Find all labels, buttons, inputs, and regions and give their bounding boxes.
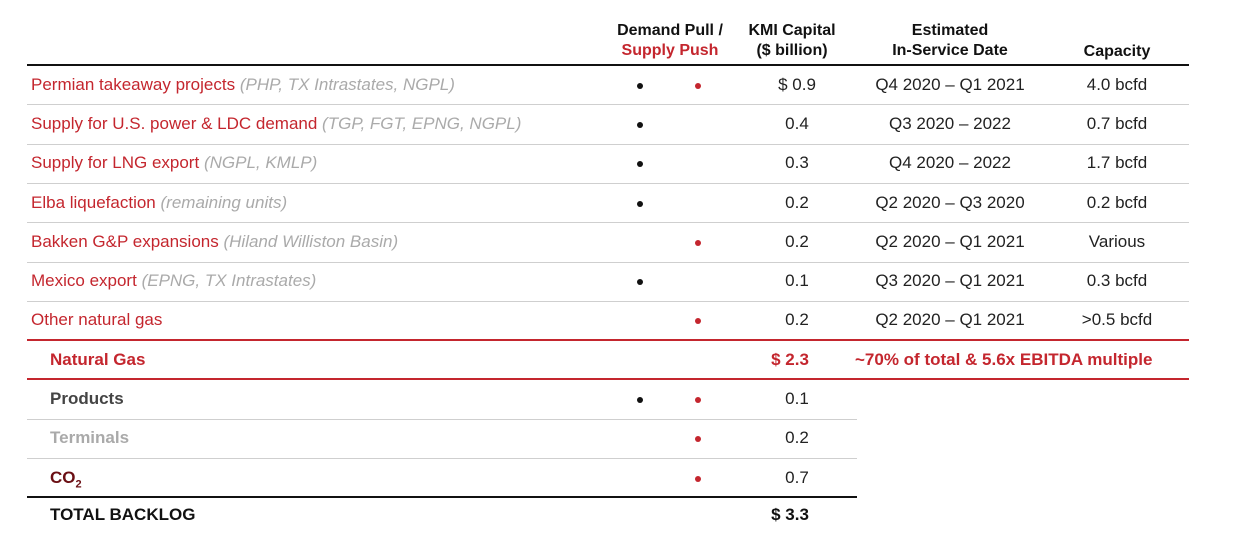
demand-pull-dot [637, 161, 643, 168]
segment-name: Products [50, 389, 124, 409]
project-detail: (remaining units) [160, 192, 288, 212]
supply-push-dot [695, 397, 701, 404]
project-label: Other natural gas [31, 310, 163, 330]
project-label: Mexico export [31, 271, 137, 291]
project-detail: (EPNG, TX Intrastates) [141, 271, 317, 291]
project-name: Bakken G&P expansions (Hiland Williston … [31, 232, 398, 252]
natural-gas-note: ~70% of total & 5.6x EBITDA multiple [855, 349, 1153, 369]
header-capital: KMI Capital ($ billion) [748, 22, 836, 59]
header-supply-push: Supply Push [621, 42, 719, 59]
in-service-date: Q3 2020 – 2022 [889, 113, 1011, 133]
capacity-value: 0.2 bcfd [1086, 192, 1148, 212]
project-detail: (Hiland Williston Basin) [223, 231, 399, 251]
natural-gas-label: Natural Gas [50, 349, 146, 369]
subtotal-bottom-rule [27, 378, 1189, 381]
row-divider [27, 143, 1189, 145]
header-in-service-date: Estimated In-Service Date [892, 22, 1008, 59]
project-name: Elba liquefaction (remaining units) [31, 193, 287, 213]
row-divider [27, 261, 1189, 263]
capital-value: 0.1 [785, 271, 809, 291]
segment-name: CO2 [50, 468, 82, 494]
segment-name: Terminals [50, 428, 129, 448]
segment-label: CO [50, 467, 76, 487]
segment-subscript: 2 [75, 478, 82, 491]
supply-push-dot [695, 82, 701, 89]
demand-pull-dot [637, 200, 643, 207]
project-name: Mexico export (EPNG, TX Intrastates) [31, 271, 316, 291]
capacity-value: 0.7 bcfd [1086, 113, 1148, 133]
demand-pull-dot [637, 397, 643, 404]
segment-label: Terminals [50, 428, 130, 448]
supply-push-dot [695, 436, 701, 443]
project-detail: (NGPL, KMLP) [203, 153, 318, 173]
supply-push-dot [695, 475, 701, 482]
capital-value: 0.2 [785, 310, 809, 330]
capital-value: 0.4 [785, 113, 809, 133]
project-label: Bakken G&P expansions [31, 231, 219, 251]
project-name: Permian takeaway projects (PHP, TX Intra… [31, 75, 455, 95]
project-name: Supply for LNG export (NGPL, KMLP) [31, 153, 317, 173]
segment-label: Products [50, 389, 124, 409]
header-demand-pull: Demand Pull / [617, 22, 723, 39]
row-divider [27, 418, 857, 420]
demand-pull-dot [637, 82, 643, 89]
row-divider [27, 222, 1189, 224]
header-demand-supply: Demand Pull / Supply Push [600, 21, 740, 61]
natural-gas-capital: $ 2.3 [771, 349, 809, 369]
project-detail: (PHP, TX Intrastates, NGPL) [239, 74, 455, 94]
capital-value: 0.1 [785, 389, 809, 409]
subtotal-top-rule [27, 339, 1189, 342]
capital-value: 0.2 [785, 428, 809, 448]
in-service-date: Q4 2020 – 2022 [889, 153, 1011, 173]
capital-value: 0.2 [785, 231, 809, 251]
capacity-value: Various [1088, 231, 1146, 251]
row-divider [27, 182, 1189, 184]
row-divider [27, 104, 1189, 106]
in-service-date: Q4 2020 – Q1 2021 [875, 74, 1025, 94]
in-service-date: Q3 2020 – Q1 2021 [875, 271, 1025, 291]
project-name: Supply for U.S. power & LDC demand (TGP,… [31, 114, 521, 134]
demand-pull-dot [637, 121, 643, 128]
in-service-date: Q2 2020 – Q1 2021 [875, 310, 1025, 330]
supply-push-dot [695, 239, 701, 246]
capital-value: $ 0.9 [778, 74, 816, 94]
demand-pull-dot [637, 279, 643, 286]
row-divider [27, 458, 857, 459]
header-capacity: Capacity [1083, 43, 1151, 60]
total-backlog-capital: $ 3.3 [771, 505, 809, 525]
project-detail: (TGP, FGT, EPNG, NGPL) [322, 113, 522, 133]
project-label: Supply for U.S. power & LDC demand [31, 113, 318, 133]
capital-value: 0.7 [785, 467, 809, 487]
capacity-value: 4.0 bcfd [1086, 74, 1148, 94]
capacity-value: 1.7 bcfd [1086, 153, 1148, 173]
row-divider [27, 300, 1189, 302]
total-backlog-label: TOTAL BACKLOG [50, 505, 196, 525]
supply-push-dot [695, 318, 701, 325]
in-service-date: Q2 2020 – Q3 2020 [875, 192, 1025, 212]
project-label: Elba liquefaction [31, 192, 156, 212]
project-name: Other natural gas [31, 310, 162, 330]
project-label: Permian takeaway projects [31, 74, 236, 94]
total-rule [27, 496, 857, 499]
in-service-date: Q2 2020 – Q1 2021 [875, 231, 1025, 251]
capital-value: 0.2 [785, 192, 809, 212]
capital-value: 0.3 [785, 153, 809, 173]
capacity-value: >0.5 bcfd [1081, 310, 1153, 330]
project-label: Supply for LNG export [31, 153, 200, 173]
capacity-value: 0.3 bcfd [1086, 271, 1148, 291]
header-divider [27, 64, 1189, 66]
